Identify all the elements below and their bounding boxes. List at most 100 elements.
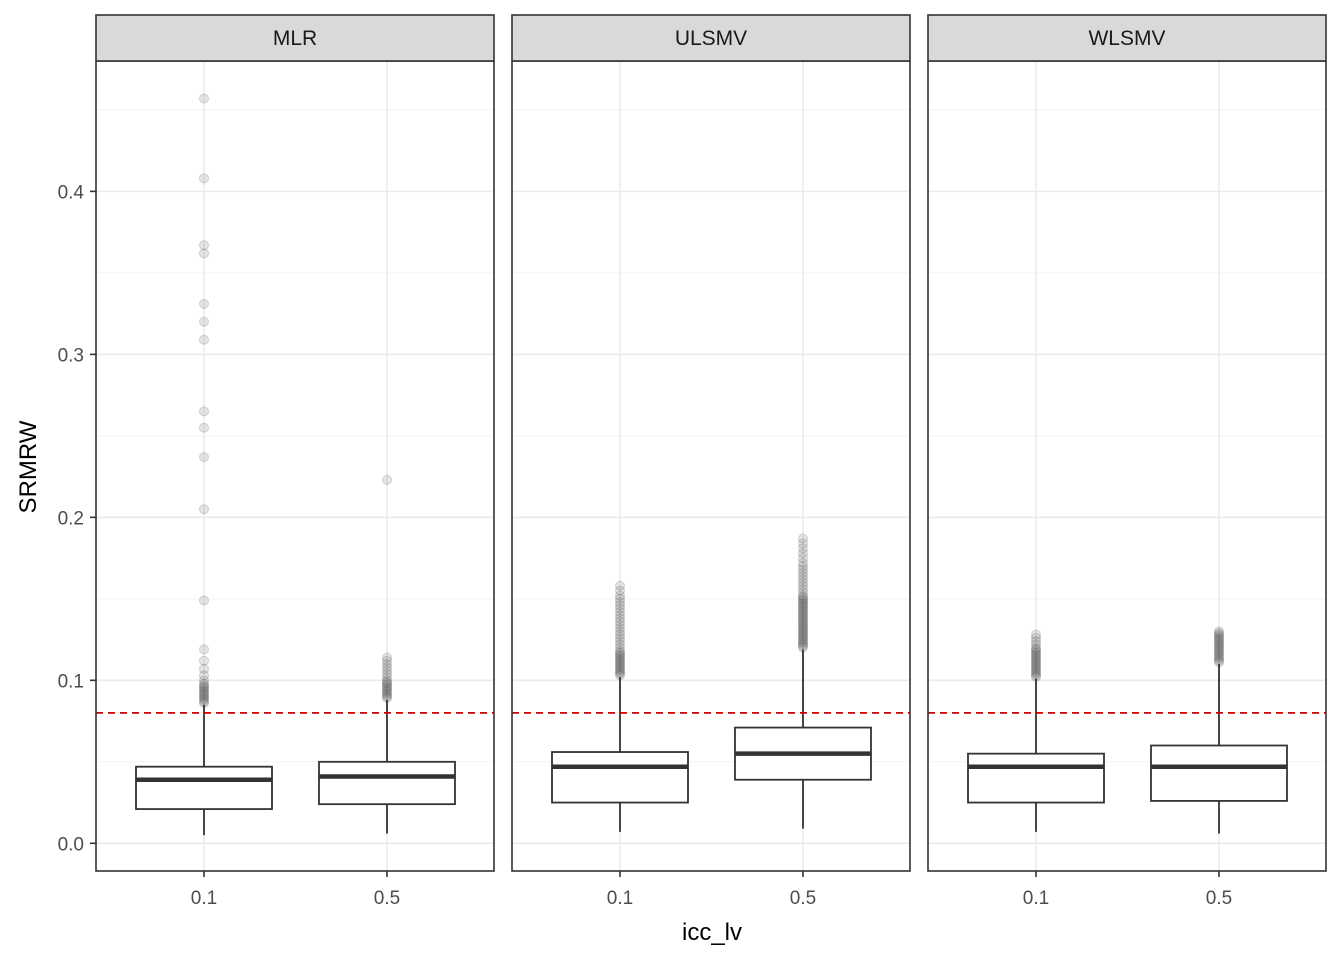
- x-axis-title: icc_lv: [682, 919, 742, 946]
- facet-panel-ulsmv: ULSMV 0.1 0.5: [511, 14, 911, 909]
- outlier-point: [1214, 654, 1224, 665]
- strip-label: ULSMV: [675, 27, 747, 50]
- outlier-point: [798, 584, 808, 595]
- strip-label: MLR: [273, 27, 317, 50]
- outlier-point: [1031, 655, 1041, 666]
- outlier-point: [615, 639, 625, 650]
- outlier-point: [199, 240, 209, 251]
- outlier-point: [1214, 636, 1224, 647]
- x-tick-label: 0.1: [1023, 888, 1049, 909]
- outlier-point: [1031, 657, 1041, 668]
- outlier-point: [798, 634, 808, 645]
- outlier-point: [798, 613, 808, 624]
- outlier-point: [199, 422, 209, 433]
- outlier-point: [199, 678, 209, 689]
- outlier-point: [1031, 629, 1041, 640]
- outlier-point: [798, 543, 808, 554]
- outlier-point: [199, 334, 209, 345]
- outlier-point: [1214, 626, 1224, 637]
- outlier-point: [199, 686, 209, 697]
- outlier-point: [615, 593, 625, 604]
- outlier-point: [615, 623, 625, 634]
- box-body: [551, 751, 689, 804]
- outlier-point: [798, 632, 808, 643]
- outlier-point: [199, 173, 209, 184]
- box-wlsmv-0.1: [967, 629, 1105, 832]
- facet-panel-mlr: MLR 0.1 0.5: [95, 14, 495, 909]
- box-ulsmv-0.5: [734, 533, 872, 829]
- outlier-point: [1031, 663, 1041, 674]
- outlier-point: [615, 600, 625, 611]
- outlier-point: [199, 663, 209, 674]
- outlier-point: [199, 316, 209, 327]
- strip-background: [95, 14, 495, 62]
- outlier-point: [615, 660, 625, 671]
- outlier-point: [798, 618, 808, 629]
- outlier-point: [798, 610, 808, 621]
- outlier-point: [1214, 642, 1224, 653]
- x-tick-label: 0.1: [607, 888, 633, 909]
- outlier-point: [798, 637, 808, 648]
- outlier-point: [1214, 647, 1224, 658]
- box-body: [318, 760, 456, 806]
- outlier-point: [1031, 647, 1041, 658]
- outlier-point: [199, 655, 209, 666]
- panel-background: [928, 61, 1326, 871]
- box-body: [135, 765, 273, 810]
- outlier-point: [798, 533, 808, 544]
- outlier-point: [1214, 631, 1224, 642]
- outlier-point: [798, 615, 808, 626]
- panel-background: [96, 61, 494, 871]
- outlier-point: [615, 580, 625, 591]
- outlier-point: [798, 608, 808, 619]
- outlier-point: [199, 406, 209, 417]
- outlier-point: [199, 644, 209, 655]
- outlier-point: [798, 595, 808, 606]
- outlier-point: [798, 629, 808, 640]
- outlier-point: [1214, 639, 1224, 650]
- box-wlsmv-0.5: [1150, 626, 1288, 834]
- outlier-point: [1031, 668, 1041, 679]
- outlier-point: [798, 567, 808, 578]
- outlier-point: [798, 616, 808, 627]
- y-tick-label: 0.4: [58, 182, 85, 203]
- outlier-point: [199, 691, 209, 702]
- outlier-point: [798, 600, 808, 611]
- outlier-point: [798, 571, 808, 582]
- outlier-point: [615, 663, 625, 674]
- y-tick-label: 0.1: [58, 671, 84, 692]
- outlier-point: [615, 654, 625, 665]
- outlier-point: [382, 680, 392, 691]
- outlier-point: [1214, 649, 1224, 660]
- outlier-point: [615, 585, 625, 596]
- outlier-point: [615, 652, 625, 663]
- outlier-point: [798, 580, 808, 591]
- outlier-point: [382, 678, 392, 689]
- outlier-point: [798, 574, 808, 585]
- outlier-point: [382, 686, 392, 697]
- outlier-point: [798, 592, 808, 603]
- box-mlr-0.5: [318, 474, 456, 834]
- x-tick-label: 0.5: [1206, 888, 1232, 909]
- outlier-point: [615, 665, 625, 676]
- outlier-point: [1031, 644, 1041, 655]
- outlier-point: [199, 681, 209, 692]
- outlier-point: [798, 621, 808, 632]
- y-axis: 0.0 0.1 0.2 0.3 0.4: [58, 182, 96, 855]
- strip-background: [927, 14, 1327, 62]
- outlier-point: [798, 598, 808, 609]
- outlier-point: [615, 613, 625, 624]
- y-tick-label: 0.3: [58, 345, 84, 366]
- outlier-point: [199, 675, 209, 686]
- outlier-point: [1031, 639, 1041, 650]
- outlier-point: [615, 629, 625, 640]
- outlier-point: [1214, 629, 1224, 640]
- outlier-point: [615, 642, 625, 653]
- outlier-point: [615, 655, 625, 666]
- outlier-point: [199, 688, 209, 699]
- outlier-point: [798, 548, 808, 559]
- outlier-point: [1214, 641, 1224, 652]
- outlier-point: [382, 685, 392, 696]
- strip-label: WLSMV: [1088, 27, 1165, 50]
- box-mlr-0.1: [135, 93, 273, 836]
